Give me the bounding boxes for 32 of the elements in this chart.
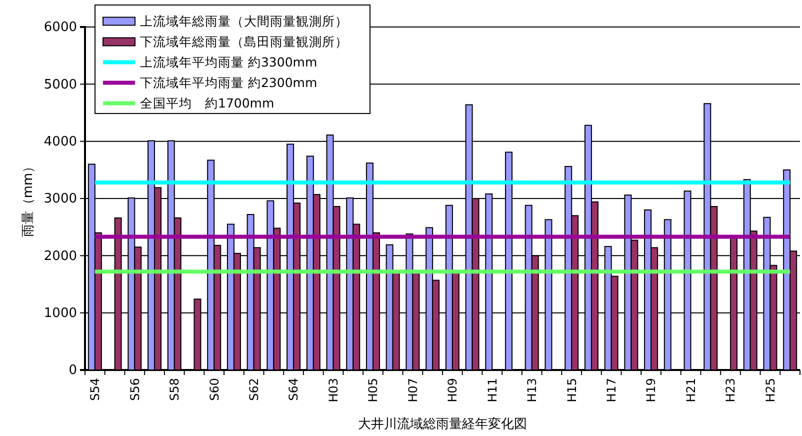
legend-label: 上流域年平均雨量 約3300mm bbox=[140, 54, 318, 70]
x-tick-label: H25 bbox=[763, 378, 778, 402]
y-axis-title: 雨量（mm） bbox=[21, 160, 36, 238]
y-tick-label: 0 bbox=[68, 363, 77, 378]
x-tick-label: H23 bbox=[724, 378, 738, 402]
x-tick-label: H07 bbox=[406, 378, 420, 402]
x-tick-label: H05 bbox=[366, 378, 380, 402]
x-tick-label: S60 bbox=[207, 378, 222, 401]
y-tick-label: 6000 bbox=[44, 20, 77, 36]
legend-label: 下流域年平均雨量 約2300mm bbox=[140, 75, 318, 90]
x-tick-label: H17 bbox=[604, 378, 619, 402]
legend-label: 上流域年総雨量（大間雨量観測所） bbox=[140, 14, 348, 29]
x-tick-label: S56 bbox=[128, 378, 142, 401]
x-tick-label: H11 bbox=[485, 378, 500, 402]
x-tick-label: S58 bbox=[168, 378, 182, 401]
y-tick-label: 5000 bbox=[44, 77, 77, 92]
y-tick-label: 4000 bbox=[44, 134, 77, 150]
legend-label: 全国平均 約1700mm bbox=[140, 96, 274, 111]
x-tick-label: S64 bbox=[286, 378, 301, 401]
y-tick-label: 2000 bbox=[44, 248, 77, 264]
x-tick-label: H15 bbox=[564, 378, 579, 402]
x-tick-label: H13 bbox=[525, 378, 540, 402]
x-tick-label: S62 bbox=[247, 378, 262, 401]
x-tick-label: H03 bbox=[326, 378, 340, 402]
y-tick-label: 1000 bbox=[44, 306, 77, 321]
x-tick-label: H19 bbox=[644, 378, 658, 402]
x-axis-title: 大井川流域総雨量経年変化図 bbox=[358, 416, 527, 432]
x-tick-label: H09 bbox=[446, 378, 460, 402]
x-tick-label: S54 bbox=[88, 378, 102, 401]
y-tick-label: 3000 bbox=[44, 192, 77, 207]
legend-label: 下流域年総雨量（島田雨量観測所） bbox=[140, 34, 348, 50]
x-tick-label: H21 bbox=[684, 378, 698, 402]
